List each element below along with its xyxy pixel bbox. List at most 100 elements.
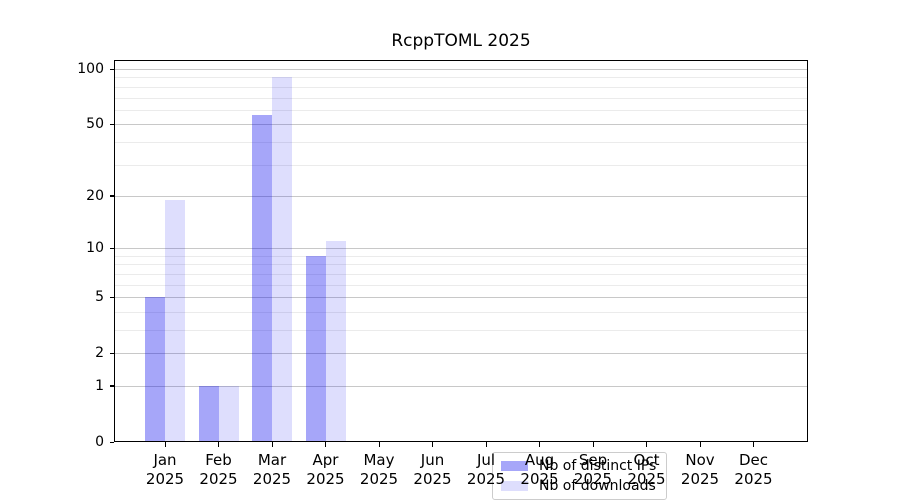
legend-swatch-distinct-ips bbox=[501, 461, 528, 471]
x-tick-year: 2025 bbox=[145, 470, 185, 488]
minor-gridline bbox=[114, 109, 808, 111]
x-tick-year: 2025 bbox=[627, 470, 666, 488]
legend-label-distinct-ips: Nb of distinct IPs bbox=[539, 458, 657, 474]
x-tick bbox=[432, 442, 434, 447]
x-tick-label: Nov 2025 bbox=[668, 451, 732, 489]
x-tick bbox=[539, 442, 541, 447]
x-tick bbox=[325, 442, 327, 447]
y-tick bbox=[110, 68, 114, 70]
y-tick bbox=[110, 385, 114, 387]
major-gridline bbox=[114, 353, 808, 355]
x-tick-month: Mar bbox=[257, 451, 287, 469]
bar bbox=[272, 77, 292, 442]
minor-gridline bbox=[114, 264, 808, 266]
legend-item-downloads: Nb of downloads bbox=[501, 478, 656, 494]
bar bbox=[165, 199, 185, 442]
x-tick bbox=[753, 442, 755, 447]
minor-gridline bbox=[114, 164, 808, 166]
x-tick bbox=[164, 442, 166, 447]
bar bbox=[252, 115, 272, 442]
bar bbox=[218, 385, 239, 442]
x-tick-year: 2025 bbox=[734, 470, 773, 488]
x-tick-label: Jun 2025 bbox=[401, 451, 465, 489]
plot-area: Nb of distinct IPs Nb of downloads bbox=[114, 60, 808, 500]
bar bbox=[145, 297, 165, 442]
minor-gridline bbox=[114, 255, 808, 257]
x-tick-month: May bbox=[363, 451, 395, 469]
x-tick bbox=[485, 442, 487, 447]
x-tick-year: 2025 bbox=[413, 470, 452, 488]
y-tick-label: 50 bbox=[86, 116, 104, 133]
x-tick-label: Oct 2025 bbox=[615, 451, 679, 489]
x-tick bbox=[378, 442, 380, 447]
x-tick-year: 2025 bbox=[199, 470, 238, 488]
x-tick-month: Oct bbox=[633, 451, 660, 469]
bar bbox=[198, 385, 219, 442]
x-tick-year: 2025 bbox=[520, 470, 559, 488]
x-tick bbox=[218, 442, 220, 447]
x-tick bbox=[271, 442, 273, 447]
minor-gridline bbox=[114, 329, 808, 331]
y-tick bbox=[110, 352, 114, 354]
bar bbox=[305, 255, 326, 442]
x-tick-label: Dec 2025 bbox=[722, 451, 786, 489]
major-gridline bbox=[114, 195, 808, 197]
y-tick-label: 10 bbox=[86, 240, 104, 257]
x-tick-label: Apr 2025 bbox=[294, 451, 358, 489]
x-tick-label: Mar 2025 bbox=[240, 451, 304, 489]
x-tick-year: 2025 bbox=[573, 470, 613, 488]
bars-layer bbox=[114, 60, 808, 442]
x-tick-year: 2025 bbox=[466, 470, 506, 488]
gridlines-layer bbox=[114, 60, 808, 442]
y-tick bbox=[110, 123, 114, 125]
x-tick-month: Jun bbox=[420, 451, 445, 469]
x-tick bbox=[699, 442, 701, 447]
chart-title: RcppTOML 2025 bbox=[391, 31, 531, 51]
major-gridline bbox=[114, 297, 808, 299]
x-tick-year: 2025 bbox=[306, 470, 345, 488]
y-tick bbox=[110, 195, 114, 197]
x-tick-month: Sep bbox=[578, 451, 608, 469]
legend-label-downloads: Nb of downloads bbox=[539, 478, 656, 494]
x-tick-month: Jan bbox=[153, 451, 177, 469]
x-tick-year: 2025 bbox=[359, 470, 399, 488]
minor-gridline bbox=[114, 97, 808, 99]
minor-gridline bbox=[114, 77, 808, 79]
x-tick-month: Aug bbox=[524, 451, 555, 469]
x-tick bbox=[592, 442, 594, 447]
x-tick-label: Jan 2025 bbox=[133, 451, 197, 489]
x-tick-month: Apr bbox=[312, 451, 339, 469]
y-tick-label: 5 bbox=[95, 289, 104, 306]
minor-gridline bbox=[114, 284, 808, 286]
x-tick-label: Aug 2025 bbox=[508, 451, 572, 489]
major-gridline bbox=[114, 69, 808, 71]
y-tick bbox=[110, 296, 114, 298]
major-gridline bbox=[114, 248, 808, 250]
x-tick-month: Feb bbox=[205, 451, 232, 469]
y-tick-label: 0 bbox=[95, 434, 104, 450]
y-tick-label: 20 bbox=[86, 187, 104, 204]
x-tick-month: Dec bbox=[738, 451, 769, 469]
x-tick-year: 2025 bbox=[252, 470, 292, 488]
legend: Nb of distinct IPs Nb of downloads bbox=[492, 452, 668, 500]
legend-swatch-downloads bbox=[501, 481, 528, 491]
minor-gridline bbox=[114, 311, 808, 313]
y-tick-label: 1 bbox=[95, 377, 104, 394]
x-tick-month: Nov bbox=[685, 451, 715, 469]
y-tick-label: 100 bbox=[77, 61, 104, 78]
legend-item-distinct-ips: Nb of distinct IPs bbox=[501, 458, 656, 474]
minor-gridline bbox=[114, 141, 808, 143]
major-gridline bbox=[114, 124, 808, 126]
bar bbox=[325, 241, 346, 442]
y-tick bbox=[110, 441, 114, 443]
x-tick-label: Sep 2025 bbox=[561, 451, 625, 489]
major-gridline bbox=[114, 385, 808, 387]
y-tick bbox=[110, 247, 114, 249]
y-tick-label: 2 bbox=[95, 345, 104, 362]
x-tick-month: Jul bbox=[476, 451, 496, 469]
minor-gridline bbox=[114, 86, 808, 88]
x-tick bbox=[646, 442, 648, 447]
x-tick-label: Jul 2025 bbox=[454, 451, 518, 489]
x-tick-label: May 2025 bbox=[347, 451, 411, 489]
